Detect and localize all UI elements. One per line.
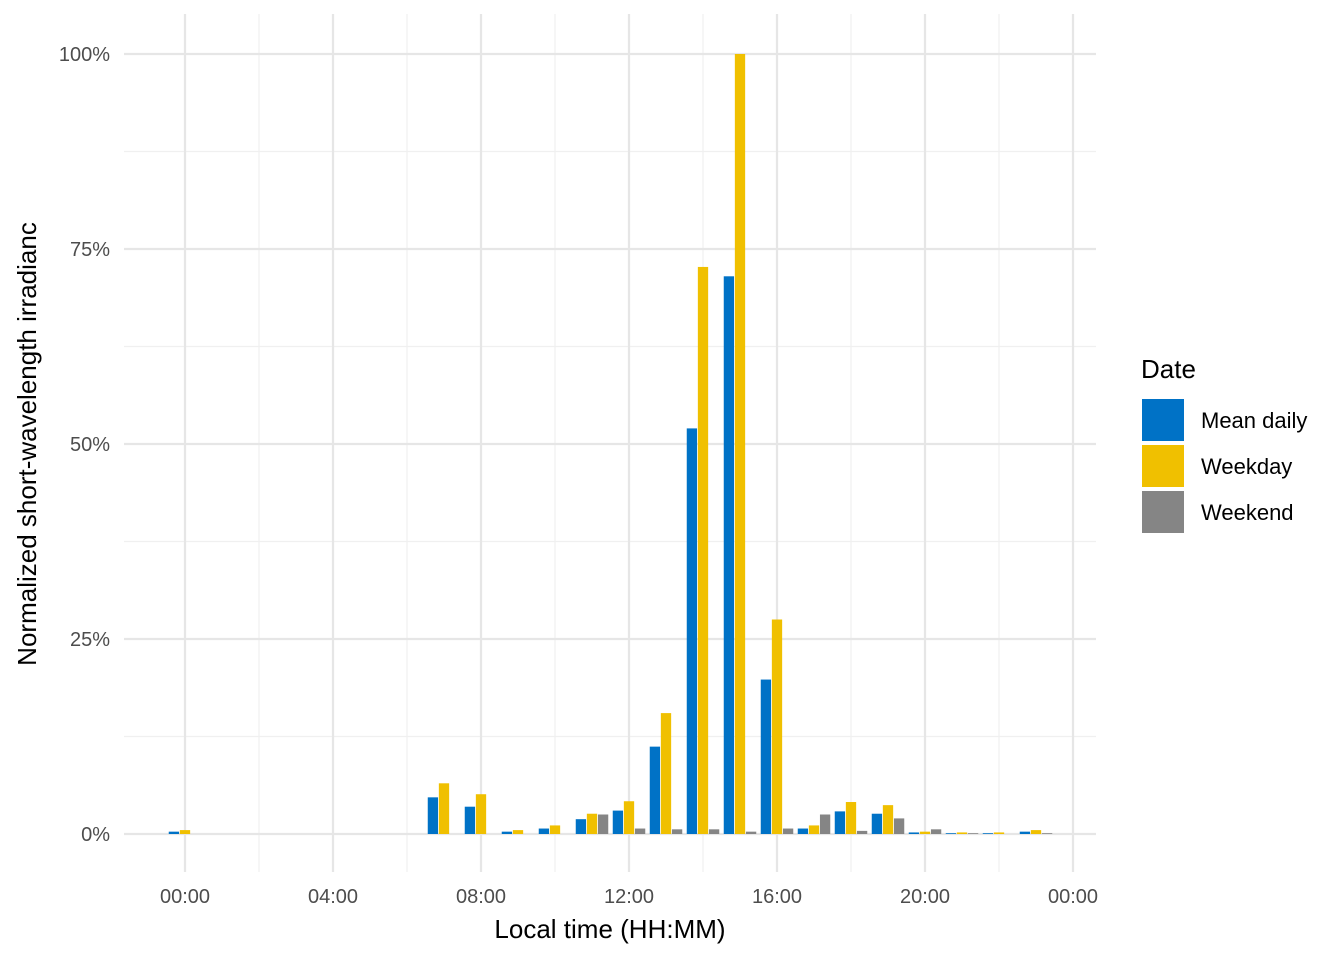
bar-weekend: [671, 829, 683, 834]
bar-weekday: [549, 825, 561, 834]
bar-weekend: [893, 818, 905, 834]
grid: [124, 14, 1096, 872]
bar-weekday: [438, 783, 450, 834]
bar-mean-daily: [427, 797, 439, 834]
bar-mean-daily: [538, 828, 550, 834]
bar-weekday: [660, 713, 672, 834]
x-tick-label: 08:00: [456, 886, 506, 908]
x-tick-label: 00:00: [1048, 886, 1098, 908]
bar-weekend: [930, 829, 942, 834]
y-tick-label: 75%: [70, 239, 110, 261]
bar-weekend: [967, 833, 979, 834]
x-axis-title: Local time (HH:MM): [494, 914, 725, 944]
legend: Date Mean daily Weekday Weekend: [1141, 354, 1307, 533]
bar-weekday: [845, 802, 857, 834]
bar-mean-daily: [723, 276, 735, 834]
bar-mean-daily: [945, 833, 957, 834]
bar-mean-daily: [501, 831, 513, 834]
y-tick-label: 50%: [70, 434, 110, 456]
bar-mean-daily: [612, 810, 624, 834]
bar-weekday: [623, 801, 635, 834]
legend-key: [1142, 399, 1184, 441]
bar-mean-daily: [760, 679, 772, 834]
legend-title: Date: [1141, 354, 1196, 384]
bar-weekday: [734, 54, 746, 834]
bar-mean-daily: [908, 832, 920, 834]
bar-weekend: [708, 829, 720, 834]
bar-weekday: [919, 831, 931, 834]
bar-mean-daily: [168, 831, 180, 834]
bar-mean-daily: [575, 819, 587, 834]
bar-weekday: [512, 830, 524, 834]
bar-weekday: [771, 619, 783, 834]
bar-mean-daily: [686, 428, 698, 834]
bar-weekend: [782, 828, 794, 834]
bar-weekday: [1030, 830, 1042, 834]
x-tick-label: 12:00: [604, 886, 654, 908]
bar-weekend: [1041, 833, 1053, 834]
y-tick-label: 0%: [81, 824, 110, 846]
bar-mean-daily: [834, 811, 846, 834]
legend-key: [1142, 491, 1184, 533]
x-tick-label: 16:00: [752, 886, 802, 908]
bar-mean-daily: [871, 813, 883, 834]
bar-weekday: [956, 832, 968, 834]
bar-weekday: [882, 805, 894, 834]
x-tick-label: 00:00: [160, 886, 210, 908]
bar-mean-daily: [797, 828, 809, 834]
y-axis-ticks: 0% 25% 50% 75% 100%: [59, 44, 110, 846]
bar-weekend: [597, 814, 609, 834]
y-axis-title: Normalized short-wavelength irradianc: [12, 222, 42, 666]
bar-weekday: [179, 830, 191, 834]
x-axis-ticks: 00:00 04:00 08:00 12:00 16:00 20:00 00:00: [160, 886, 1098, 908]
bar-weekend: [634, 828, 646, 834]
bar-weekday: [697, 266, 709, 834]
bar-weekend: [745, 831, 757, 834]
x-tick-label: 04:00: [308, 886, 358, 908]
bar-mean-daily: [1019, 831, 1031, 834]
bar-weekday: [808, 825, 820, 834]
bar-weekday: [993, 832, 1005, 834]
bar-mean-daily: [982, 833, 994, 834]
bar-weekend: [819, 814, 831, 834]
x-tick-label: 20:00: [900, 886, 950, 908]
bar-weekday: [586, 813, 598, 834]
y-tick-label: 100%: [59, 44, 110, 66]
legend-label: Weekday: [1201, 454, 1292, 479]
bar-weekday: [475, 794, 487, 834]
legend-label: Mean daily: [1201, 408, 1307, 433]
bar-weekend: [856, 830, 868, 834]
bars: [168, 54, 1053, 834]
legend-label: Weekend: [1201, 500, 1294, 525]
y-tick-label: 25%: [70, 629, 110, 651]
bar-mean-daily: [649, 746, 661, 834]
legend-key: [1142, 445, 1184, 487]
bar-mean-daily: [464, 806, 476, 834]
